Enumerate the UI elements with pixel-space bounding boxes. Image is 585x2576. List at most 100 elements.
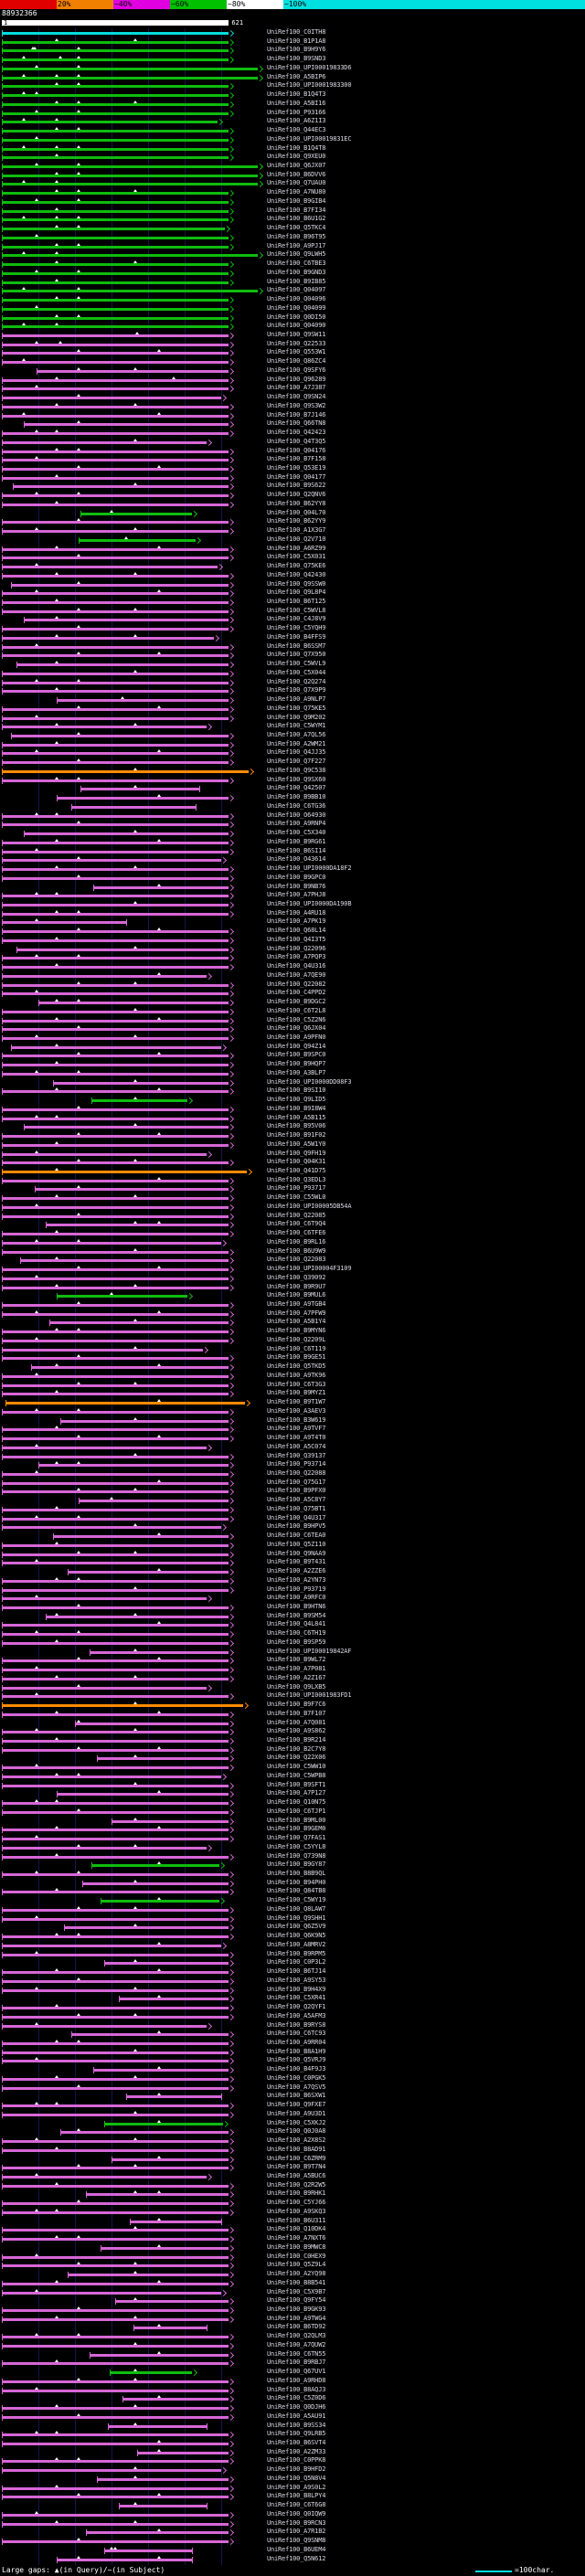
- alignment-bar[interactable]: [2, 566, 218, 569]
- alignment-bar[interactable]: [2, 254, 258, 258]
- hit-label[interactable]: UniRef100_P93166: [267, 108, 326, 116]
- hit-label[interactable]: UniRef100_C6TJP1: [267, 1807, 326, 1815]
- alignment-bar[interactable]: [11, 735, 229, 738]
- hit-label[interactable]: UniRef100_B8AD91: [267, 2145, 326, 2153]
- hit-label[interactable]: UniRef100_Q5VRJ9: [267, 2056, 326, 2064]
- alignment-bar[interactable]: [2, 690, 229, 694]
- hit-row[interactable]: UniRef100_Q8LAW7: [0, 1905, 585, 1914]
- hit-row[interactable]: UniRef100_P93717: [0, 1184, 585, 1193]
- hit-label[interactable]: UniRef100_Q10N75: [267, 1798, 326, 1807]
- hit-row[interactable]: UniRef100_C5Z2N6: [0, 1016, 585, 1025]
- alignment-bar[interactable]: [2, 752, 229, 756]
- hit-label[interactable]: UniRef100_A5BUC6: [267, 2171, 326, 2179]
- hit-label[interactable]: UniRef100_B62YY8: [267, 499, 326, 507]
- alignment-bar[interactable]: [75, 1722, 229, 1725]
- alignment-bar[interactable]: [46, 1615, 229, 1618]
- hit-row[interactable]: UniRef100_B9R9U7: [0, 1283, 585, 1292]
- hit-label[interactable]: UniRef100_B9R214: [267, 1736, 326, 1744]
- hit-label[interactable]: UniRef100_B9S622: [267, 482, 326, 490]
- alignment-bar[interactable]: [2, 1526, 221, 1530]
- hit-label[interactable]: UniRef100_B94PH0: [267, 1878, 326, 1886]
- hit-row[interactable]: UniRef100_C55WL0: [0, 1193, 585, 1203]
- hit-label[interactable]: UniRef100_B9RL16: [267, 1237, 326, 1246]
- alignment-bar[interactable]: [2, 1659, 229, 1663]
- hit-row[interactable]: UniRef100_C6TG36: [0, 802, 585, 811]
- alignment-bar[interactable]: [2, 1135, 229, 1139]
- alignment-bar[interactable]: [2, 174, 258, 177]
- hit-label[interactable]: UniRef100_Q2QYF1: [267, 2003, 326, 2011]
- hit-row[interactable]: UniRef100_C6TN55: [0, 2350, 585, 2359]
- hit-label[interactable]: UniRef100_B9HTN6: [267, 1602, 326, 1610]
- hit-label[interactable]: UniRef100_Q4U316: [267, 962, 326, 970]
- alignment-bar[interactable]: [2, 1143, 229, 1147]
- hit-row[interactable]: UniRef100_B9SM54: [0, 1612, 585, 1621]
- hit-label[interactable]: UniRef100_C6TEA0: [267, 1532, 326, 1540]
- hit-label[interactable]: UniRef100_B7F158: [267, 455, 326, 463]
- alignment-bar[interactable]: [2, 85, 229, 89]
- alignment-bar[interactable]: [2, 992, 229, 996]
- hit-row[interactable]: UniRef100_Q9FXE7: [0, 2101, 585, 2110]
- hit-label[interactable]: UniRef100_B6U9W9: [267, 1246, 326, 1255]
- alignment-bar[interactable]: [2, 574, 229, 578]
- hit-row[interactable]: UniRef100_C6T3G3: [0, 1381, 585, 1390]
- alignment-bar[interactable]: [2, 2148, 229, 2152]
- hit-row[interactable]: UniRef100_A2Z167: [0, 1674, 585, 1683]
- hit-label[interactable]: UniRef100_Q9SFY6: [267, 366, 326, 374]
- hit-label[interactable]: UniRef100_A3AEV3: [267, 1406, 326, 1415]
- hit-row[interactable]: UniRef100_A5BUC6: [0, 2172, 585, 2181]
- hit-row[interactable]: UniRef100_Q75KE5: [0, 705, 585, 714]
- hit-row[interactable]: UniRef100_B6T125: [0, 598, 585, 607]
- hit-label[interactable]: UniRef100_B8B541: [267, 2278, 326, 2286]
- hit-row[interactable]: UniRef100_B9SPC0: [0, 1051, 585, 1060]
- alignment-bar[interactable]: [80, 788, 199, 791]
- alignment-bar[interactable]: [2, 192, 229, 196]
- alignment-bar[interactable]: [2, 2443, 229, 2446]
- hit-row[interactable]: UniRef100_A7P081: [0, 1665, 585, 1674]
- hit-label[interactable]: UniRef100_B9IB85: [267, 277, 326, 285]
- hit-row[interactable]: UniRef100_UPI00019831EC: [0, 135, 585, 144]
- hit-row[interactable]: UniRef100_Q0DI50: [0, 313, 585, 323]
- alignment-bar[interactable]: [2, 761, 229, 765]
- hit-label[interactable]: UniRef100_C6T119: [267, 1344, 326, 1352]
- alignment-bar[interactable]: [82, 1882, 229, 1885]
- alignment-bar[interactable]: [2, 530, 229, 534]
- hit-row[interactable]: UniRef100_A7QUW2: [0, 2341, 585, 2350]
- hit-row[interactable]: UniRef100_B9T1W7: [0, 1398, 585, 1407]
- hit-label[interactable]: UniRef100_B9RBJ7: [267, 2359, 326, 2367]
- alignment-bar[interactable]: [104, 2122, 223, 2125]
- hit-label[interactable]: UniRef100_A7Q081: [267, 1718, 326, 1726]
- hit-row[interactable]: UniRef100_A9RFC0: [0, 1594, 585, 1603]
- hit-row[interactable]: UniRef100_B9H9Y6: [0, 46, 585, 55]
- hit-row[interactable]: UniRef100_A6RZ99: [0, 545, 585, 554]
- hit-label[interactable]: UniRef100_Q9SNM8: [267, 2537, 326, 2545]
- hit-label[interactable]: UniRef100_C6TH19: [267, 1629, 326, 1638]
- hit-row[interactable]: UniRef100_P93166: [0, 109, 585, 118]
- hit-label[interactable]: UniRef100_B96T95: [267, 232, 326, 240]
- hit-row[interactable]: UniRef100_Q4U317: [0, 1514, 585, 1523]
- hit-row[interactable]: UniRef100_Q9SFY6: [0, 366, 585, 376]
- alignment-bar[interactable]: [2, 903, 229, 906]
- alignment-bar[interactable]: [91, 1864, 219, 1868]
- alignment-bar[interactable]: [2, 209, 229, 213]
- hit-label[interactable]: UniRef100_C55WL0: [267, 1193, 326, 1202]
- alignment-bar[interactable]: [20, 1259, 229, 1263]
- hit-label[interactable]: UniRef100_A9TK96: [267, 1371, 326, 1379]
- hit-row[interactable]: UniRef100_Q67UV1: [0, 2368, 585, 2377]
- alignment-bar[interactable]: [2, 1873, 229, 1877]
- alignment-bar[interactable]: [2, 1669, 229, 1672]
- hit-row[interactable]: UniRef100_A9T4T0: [0, 1434, 585, 1443]
- hit-row[interactable]: UniRef100_P93714: [0, 1460, 585, 1469]
- hit-row[interactable]: UniRef100_Q5Z110: [0, 1541, 585, 1550]
- hit-row[interactable]: UniRef100_B9ML00: [0, 1817, 585, 1826]
- alignment-bar[interactable]: [2, 2389, 229, 2392]
- hit-label[interactable]: UniRef100_Q04177: [267, 472, 326, 481]
- hit-row[interactable]: UniRef100_Q4T3Q5: [0, 438, 585, 447]
- hit-row[interactable]: UniRef100_B9SP59: [0, 1638, 585, 1648]
- hit-row[interactable]: UniRef100_C0HEX9: [0, 2253, 585, 2262]
- alignment-bar[interactable]: [2, 1383, 229, 1387]
- hit-label[interactable]: UniRef100_A9TGB4: [267, 1300, 326, 1309]
- hit-row[interactable]: UniRef100_B8B541: [0, 2279, 585, 2288]
- alignment-bar[interactable]: [38, 1464, 229, 1468]
- hit-label[interactable]: UniRef100_Q22083: [267, 1256, 326, 1264]
- hit-label[interactable]: UniRef100_Q53E19: [267, 463, 326, 472]
